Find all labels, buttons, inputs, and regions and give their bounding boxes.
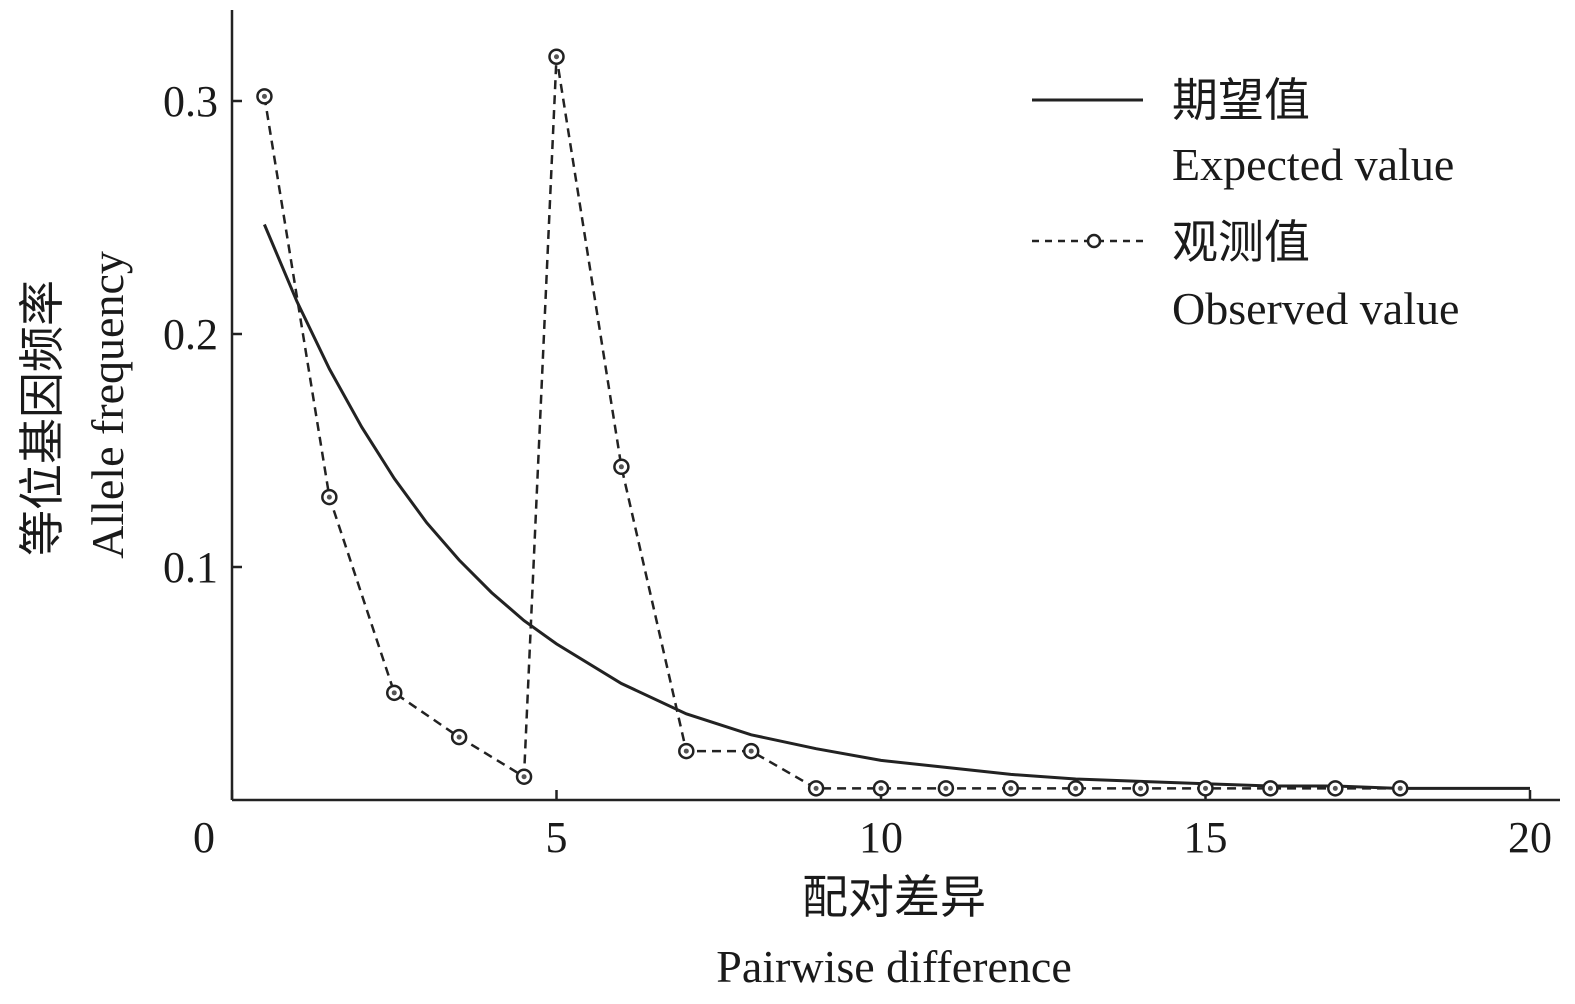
x-tick-label: 10 <box>859 813 903 862</box>
observed-point-center <box>1073 785 1079 791</box>
legend: 期望值 Expected value 观测值 Observed value <box>1032 75 1459 334</box>
legend-label-observed: 观测值 <box>1172 217 1310 268</box>
x-tick-label: 15 <box>1184 813 1228 862</box>
observed-point-center <box>813 785 819 791</box>
observed-point-center <box>1008 785 1014 791</box>
observed-point-center <box>1397 785 1403 791</box>
legend-label-expected: 期望值 <box>1172 75 1310 126</box>
x-tick-label: 5 <box>546 813 568 862</box>
y-axis-title: 等位基因频率 <box>17 280 68 556</box>
tick-labels: 0 5 10 15 20 0.1 0.2 0.3 <box>163 77 1552 862</box>
y-tick-label: 0.3 <box>163 77 218 126</box>
x-axis-title-en: Pairwise difference <box>716 941 1072 992</box>
observed-point-center <box>554 54 559 60</box>
observed-point-center <box>1138 785 1144 791</box>
observed-point-center <box>1203 785 1208 791</box>
observed-point-center <box>943 785 949 791</box>
observed-point-center <box>261 93 267 99</box>
y-tick-label: 0.1 <box>163 543 218 592</box>
observed-point-center <box>878 785 884 791</box>
legend-item-observed: 观测值 Observed value <box>1032 217 1459 334</box>
legend-item-expected: 期望值 Expected value <box>1032 75 1454 190</box>
observed-point-center <box>1267 785 1273 791</box>
x-tick-label: 20 <box>1508 813 1552 862</box>
observed-point-center <box>683 748 689 754</box>
series-layer <box>256 48 1530 797</box>
x-axis-title: 配对差异 <box>802 872 986 923</box>
legend-label-expected-en: Expected value <box>1172 139 1454 190</box>
observed-point-center <box>1332 785 1338 791</box>
observed-point-center <box>618 464 624 470</box>
tick-marks <box>230 99 1532 800</box>
observed-point-center <box>456 734 462 740</box>
y-axis-title-en: Allele frequency <box>82 251 133 559</box>
y-tick-label: 0.2 <box>163 310 218 359</box>
observed-point-center <box>326 494 332 500</box>
axes <box>230 10 1560 802</box>
x-tick-label: 0 <box>193 813 215 862</box>
observed-point-center <box>521 774 527 780</box>
axis-titles: 配对差异 Pairwise difference 等位基因频率 Allele f… <box>17 251 1072 992</box>
legend-swatch-marker <box>1086 233 1102 249</box>
observed-point-center <box>748 748 754 754</box>
observed-point-center <box>391 690 397 696</box>
legend-label-observed-en: Observed value <box>1172 283 1459 334</box>
